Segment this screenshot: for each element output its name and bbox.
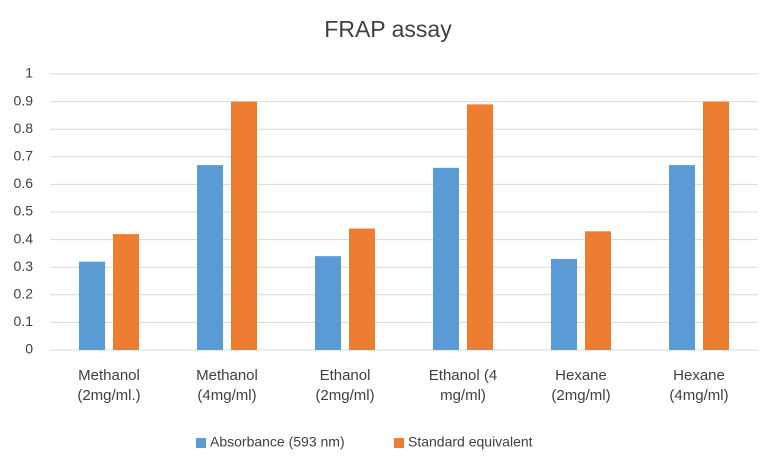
bar <box>349 228 375 350</box>
x-tick-label: Ethanol (4 mg/ml) <box>428 367 498 404</box>
y-tick-label: 0.5 <box>14 203 34 219</box>
bar <box>231 101 257 350</box>
bar <box>669 165 695 350</box>
y-tick-label: 0.4 <box>14 230 34 246</box>
legend-label: Standard equivalent <box>408 434 533 450</box>
y-tick-label: 0 <box>25 341 33 357</box>
x-tick-label: Hexane (4mg/ml) <box>669 367 729 404</box>
bar <box>703 101 729 350</box>
legend-swatch <box>196 438 206 448</box>
y-tick-label: 0.8 <box>14 120 34 136</box>
y-tick-label: 0.2 <box>14 286 34 302</box>
bar <box>467 104 493 350</box>
bar <box>197 165 223 350</box>
x-tick-label: Methanol (4mg/ml) <box>196 367 258 404</box>
bar <box>79 261 105 350</box>
chart-title: FRAP assay <box>324 16 452 42</box>
y-tick-label: 1 <box>25 65 33 81</box>
y-tick-label: 0.9 <box>14 92 34 108</box>
bar <box>315 256 341 350</box>
bar <box>585 231 611 350</box>
bar <box>551 258 577 350</box>
y-tick-label: 0.1 <box>14 313 34 329</box>
legend-label: Absorbance (593 nm) <box>210 434 345 450</box>
y-tick-label: 0.7 <box>14 148 34 164</box>
y-tick-label: 0.6 <box>14 175 34 191</box>
x-tick-label: Methanol (2mg/ml.) <box>77 367 141 404</box>
y-tick-label: 0.3 <box>14 258 34 274</box>
legend-swatch <box>394 438 404 448</box>
x-tick-label: Hexane (2mg/ml) <box>551 367 611 404</box>
bar <box>113 234 139 350</box>
bar <box>433 167 459 350</box>
x-tick-label: Ethanol (2mg/ml) <box>315 367 375 404</box>
